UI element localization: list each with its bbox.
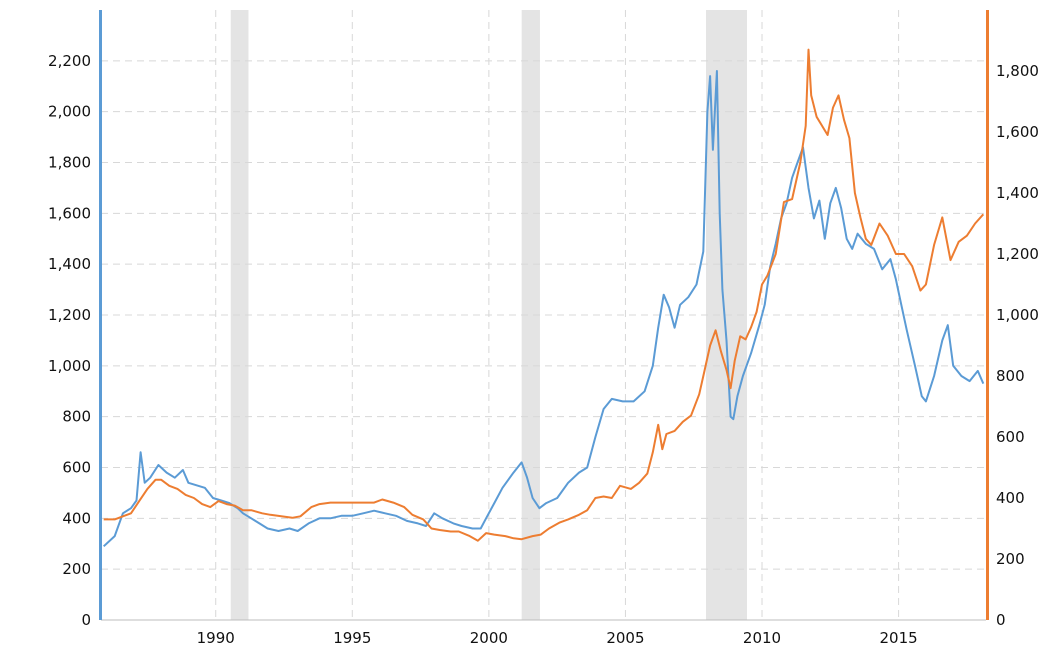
x-tick-label: 2010 xyxy=(743,629,781,647)
y-right-tick-label: 800 xyxy=(996,367,1025,385)
x-tick-label: 2000 xyxy=(470,629,508,647)
axes xyxy=(99,10,989,621)
x-tick-label: 1990 xyxy=(197,629,235,647)
y-left-tick-label: 1,400 xyxy=(48,255,91,273)
y-right-tick-label: 1,600 xyxy=(996,123,1039,141)
y-right-tick-label: 1,400 xyxy=(996,184,1039,202)
y-left-tick-label: 600 xyxy=(62,459,91,477)
y-right-tick-label: 200 xyxy=(996,550,1025,568)
y-left-tick-label: 2,200 xyxy=(48,52,91,70)
series-line-left-axis xyxy=(103,70,985,548)
grid xyxy=(101,10,986,620)
x-tick-label: 2005 xyxy=(606,629,644,647)
y-right-tick-label: 600 xyxy=(996,428,1025,446)
y-left-tick-label: 1,800 xyxy=(48,154,91,172)
y-left-tick-label: 800 xyxy=(62,408,91,426)
x-tick-label: 1995 xyxy=(333,629,371,647)
y-left-tick-label: 400 xyxy=(62,509,91,527)
y-right-tick-label: 1,800 xyxy=(996,62,1039,80)
y-right-tick-label: 1,200 xyxy=(996,245,1039,263)
y-right-tick-label: 400 xyxy=(996,489,1025,507)
series-line-right-axis xyxy=(103,48,985,542)
y-left-tick-label: 2,000 xyxy=(48,103,91,121)
y-left-tick-label: 1,000 xyxy=(48,357,91,375)
x-tick-label: 2015 xyxy=(879,629,917,647)
y-right-tick-label: 0 xyxy=(996,611,1006,629)
y-left-tick-label: 0 xyxy=(81,611,91,629)
series-lines xyxy=(103,48,985,548)
y-left-tick-label: 1,600 xyxy=(48,204,91,222)
right-axis-bar xyxy=(986,10,989,620)
y-left-tick-label: 1,200 xyxy=(48,306,91,324)
y-right-tick-label: 1,000 xyxy=(996,306,1039,324)
left-axis-bar xyxy=(99,10,102,620)
y-left-tick-label: 200 xyxy=(62,560,91,578)
tick-labels: 0 200 400 600 800 1,000 1,200 1,400 1,600 1,800 2,… xyxy=(48,52,1039,647)
